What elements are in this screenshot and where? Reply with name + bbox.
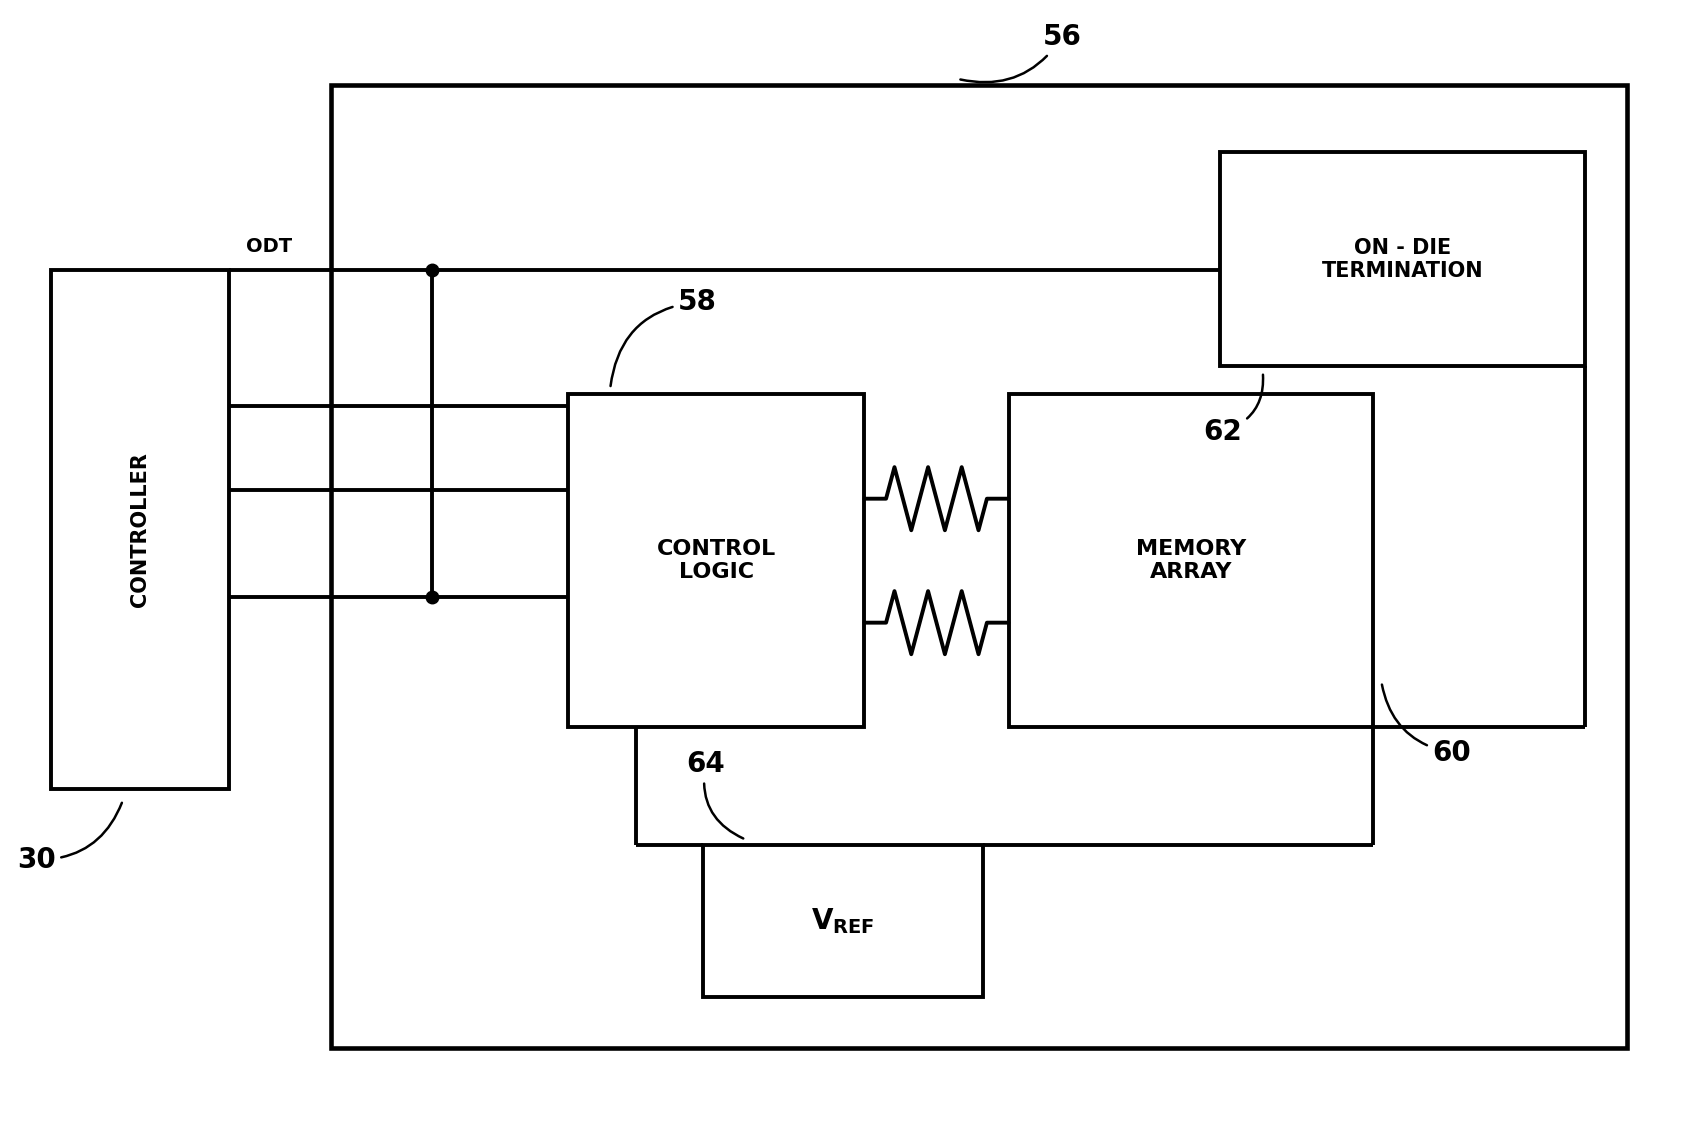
Bar	[331, 85, 1627, 1048]
Text: MEMORY
ARRAY: MEMORY ARRAY	[1136, 539, 1246, 583]
Text: CONTROLLER: CONTROLLER	[131, 452, 149, 607]
Bar	[1220, 152, 1585, 366]
Text: 64: 64	[686, 749, 744, 838]
Bar	[703, 845, 983, 997]
Text: ODT: ODT	[246, 237, 292, 256]
Text: 60: 60	[1381, 684, 1471, 766]
Text: $\mathbf{V}_{\mathbf{REF}}$: $\mathbf{V}_{\mathbf{REF}}$	[812, 906, 875, 937]
Text: 62: 62	[1203, 374, 1263, 445]
Text: 58: 58	[610, 287, 717, 387]
Bar	[568, 394, 864, 727]
Text: 30: 30	[17, 802, 122, 873]
Bar	[51, 270, 229, 789]
Text: ON - DIE
TERMINATION: ON - DIE TERMINATION	[1322, 238, 1483, 281]
Text: 56: 56	[961, 23, 1081, 82]
Bar	[1009, 394, 1373, 727]
Text: CONTROL
LOGIC: CONTROL LOGIC	[656, 539, 776, 583]
